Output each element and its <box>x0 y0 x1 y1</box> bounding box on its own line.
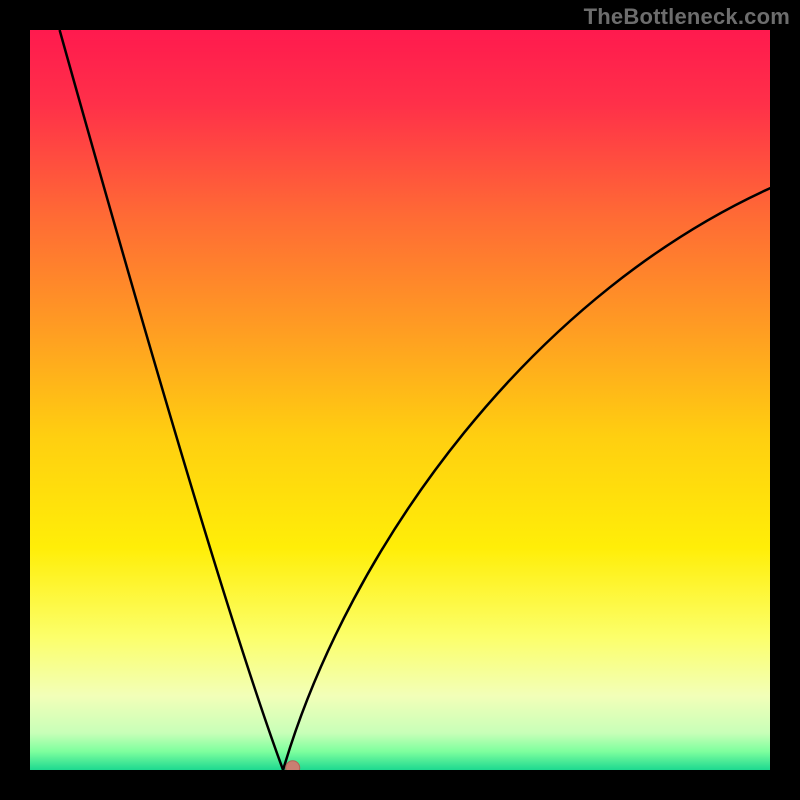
gradient-background <box>30 30 770 770</box>
chart-container: TheBottleneck.com <box>0 0 800 800</box>
watermark-text: TheBottleneck.com <box>584 4 790 30</box>
gradient-plot <box>0 0 800 800</box>
